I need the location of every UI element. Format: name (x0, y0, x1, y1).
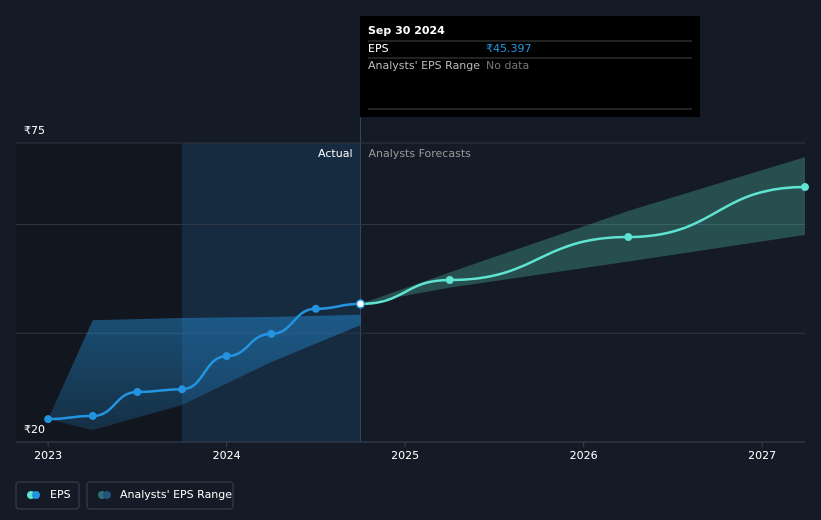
forecast-line (360, 185, 806, 306)
forecast-point (801, 183, 809, 192)
eps-point (133, 387, 142, 396)
tooltip-label: Analysts' EPS Range (368, 59, 480, 72)
legend-item[interactable] (15, 481, 80, 510)
legend-label: Analysts' EPS Range (120, 488, 232, 501)
eps-point (222, 352, 231, 361)
eps-line (48, 302, 361, 421)
eps-point (88, 411, 97, 420)
y-tick-label: ₹75 (24, 124, 45, 137)
x-tick-label: 2025 (391, 449, 419, 462)
actual-label: Actual (318, 147, 352, 160)
legend: EPS Analysts' EPS Range (15, 481, 234, 510)
eps-point (44, 415, 53, 424)
x-tick-label: 2023 (34, 449, 62, 462)
eps-point (178, 385, 187, 394)
legend-label: EPS (50, 488, 71, 501)
tooltip-label: EPS (368, 42, 389, 55)
legend-item[interactable] (86, 481, 234, 510)
tooltip: Sep 30 2024 EPS ₹45.397 Analysts' EPS Ra… (360, 16, 700, 117)
forecast-band (360, 157, 805, 304)
y-tick-label: ₹20 (24, 423, 45, 436)
tooltip-value: ₹45.397 (486, 42, 532, 55)
tooltip-date: Sep 30 2024 (368, 24, 445, 37)
legend-marker (32, 491, 40, 499)
eps-point (311, 304, 320, 313)
x-tick-label: 2024 (213, 449, 241, 462)
highlight-region (182, 143, 361, 442)
eps-point (355, 299, 366, 309)
forecast-point (624, 233, 633, 242)
tooltip-box (360, 16, 700, 117)
eps-point (267, 329, 276, 338)
x-tick-label: 2027 (748, 449, 776, 462)
forecast-label: Analysts Forecasts (369, 147, 472, 160)
x-tick-label: 2026 (570, 449, 598, 462)
legend-marker (103, 491, 111, 499)
tooltip-value: No data (486, 59, 529, 72)
forecast-point (445, 275, 454, 284)
